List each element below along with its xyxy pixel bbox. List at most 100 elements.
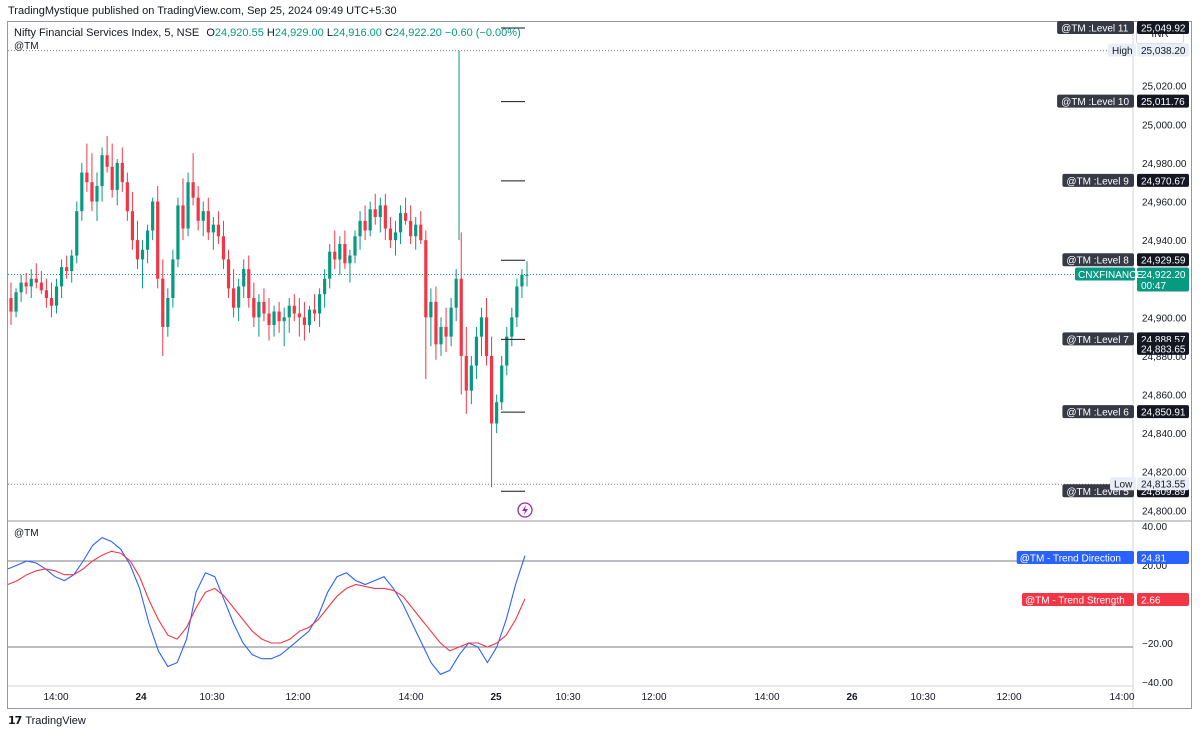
osc-series-line (7, 550, 526, 652)
level-label-bg (1062, 173, 1134, 187)
extra-price-bg (1137, 341, 1189, 355)
candle-body (100, 155, 104, 187)
level-label-text: @TM :Level 6 (1066, 408, 1129, 419)
candle-body (125, 182, 129, 212)
close-value: 24,922.20 (392, 27, 442, 39)
candle-body (358, 220, 362, 237)
candle-body (307, 309, 312, 326)
level-label-text: @TM :Level 9 (1066, 176, 1129, 187)
candle-body (449, 307, 453, 337)
candle-body (297, 313, 301, 318)
candle-body (363, 220, 367, 231)
candle-body (419, 224, 423, 241)
low-value: 24,916.00 (332, 27, 382, 39)
time-tick-label: 14:00 (398, 692, 423, 703)
candle-body (398, 213, 403, 233)
symbol-tag-text: CNXFINANCE (1078, 270, 1143, 281)
candle-body (515, 286, 519, 318)
symbol-tag-bg (1075, 267, 1135, 281)
level-value-bg (1137, 20, 1189, 34)
candle-body (105, 155, 109, 167)
level-label-bg (1062, 332, 1134, 346)
candle-body (237, 286, 241, 308)
candle-body (171, 259, 175, 299)
candle-body (469, 365, 473, 391)
candle-body (161, 278, 165, 327)
candle-body (110, 166, 114, 190)
time-tick-label: 14:00 (1109, 692, 1134, 703)
time-tick-label: 12:00 (641, 692, 666, 703)
candle-body (343, 243, 347, 264)
open-label: O (206, 27, 215, 39)
candle-body (226, 259, 231, 289)
price-tick-label: 25,000.00 (1142, 120, 1187, 131)
candle-body (156, 201, 160, 279)
level-value-bg (1137, 405, 1189, 419)
candle-body (302, 317, 307, 326)
level-label-text: @TM :Level 7 (1066, 335, 1129, 346)
candle-body (75, 211, 79, 256)
candle-body (282, 317, 286, 322)
candle-body (393, 232, 398, 241)
candle-body (272, 311, 276, 326)
candle-body (39, 282, 43, 291)
candle-body (489, 355, 494, 424)
osc-series-name: @TM - Trend Strength (1025, 596, 1125, 607)
candle-body (323, 278, 327, 295)
candle-body (505, 336, 509, 366)
candle-body (24, 282, 28, 287)
open-value: 24,920.55 (214, 27, 264, 39)
level-label-text: @TM :Level 11 (1061, 23, 1129, 34)
high-value-bg (1137, 43, 1189, 57)
osc-series-value: 2.66 (1141, 596, 1161, 607)
candle-body (242, 269, 246, 287)
candle-body (338, 243, 342, 260)
candle-body (348, 255, 352, 264)
tradingview-logo-icon[interactable]: 𝟭𝟳 (8, 715, 22, 727)
candle-body (257, 301, 261, 318)
main-indicator-label[interactable]: @TM (14, 41, 39, 52)
level-label-text: @TM :Level 8 (1066, 256, 1129, 267)
candle-body (388, 228, 393, 241)
sub-indicator-label[interactable]: @TM (14, 528, 39, 539)
publish-info: TradingMystique published on TradingView… (8, 5, 397, 17)
price-tick-label: 24,940.00 (1142, 236, 1187, 247)
candle-body (247, 269, 251, 299)
high-label-text: High (1112, 46, 1133, 57)
footer-brand[interactable]: TradingView (25, 714, 86, 727)
change-value: −0.60 (−0.00%) (444, 27, 521, 39)
candle-body (65, 267, 69, 271)
candle-body (95, 186, 99, 202)
candle-body (49, 298, 54, 306)
candle-body (140, 249, 145, 260)
candle-body (317, 294, 322, 314)
candle-body (9, 298, 13, 312)
low-value-bg (1137, 477, 1189, 491)
candle-body (90, 182, 94, 202)
level-label-text: @TM :Level 5 (1066, 487, 1129, 498)
candle-body (166, 298, 170, 327)
price-tick-label: 24,900.00 (1142, 313, 1187, 324)
candle-body (216, 224, 221, 237)
level-value-text: 24,809.89 (1141, 487, 1186, 498)
candle-body (495, 402, 499, 424)
candle-body (221, 236, 226, 260)
time-tick-label: 10:30 (199, 692, 224, 703)
candle-body (368, 209, 372, 231)
price-tick-label: 24,860.00 (1142, 391, 1187, 402)
osc-label-bg (1016, 551, 1134, 564)
osc-tick-label: 40.00 (1142, 522, 1167, 533)
last-price-bg (1137, 267, 1189, 292)
candle-body (19, 282, 23, 293)
candle-body (373, 209, 377, 217)
level-label-bg (1057, 94, 1134, 108)
candle-body (409, 220, 413, 237)
level-label-bg (1062, 253, 1134, 267)
candle-body (85, 172, 89, 183)
price-tick-label: 25,020.00 (1142, 82, 1187, 93)
candle-body (333, 251, 337, 260)
candle-body (135, 240, 140, 260)
price-tick-label: 24,800.00 (1142, 506, 1187, 517)
candle-body (130, 211, 135, 241)
